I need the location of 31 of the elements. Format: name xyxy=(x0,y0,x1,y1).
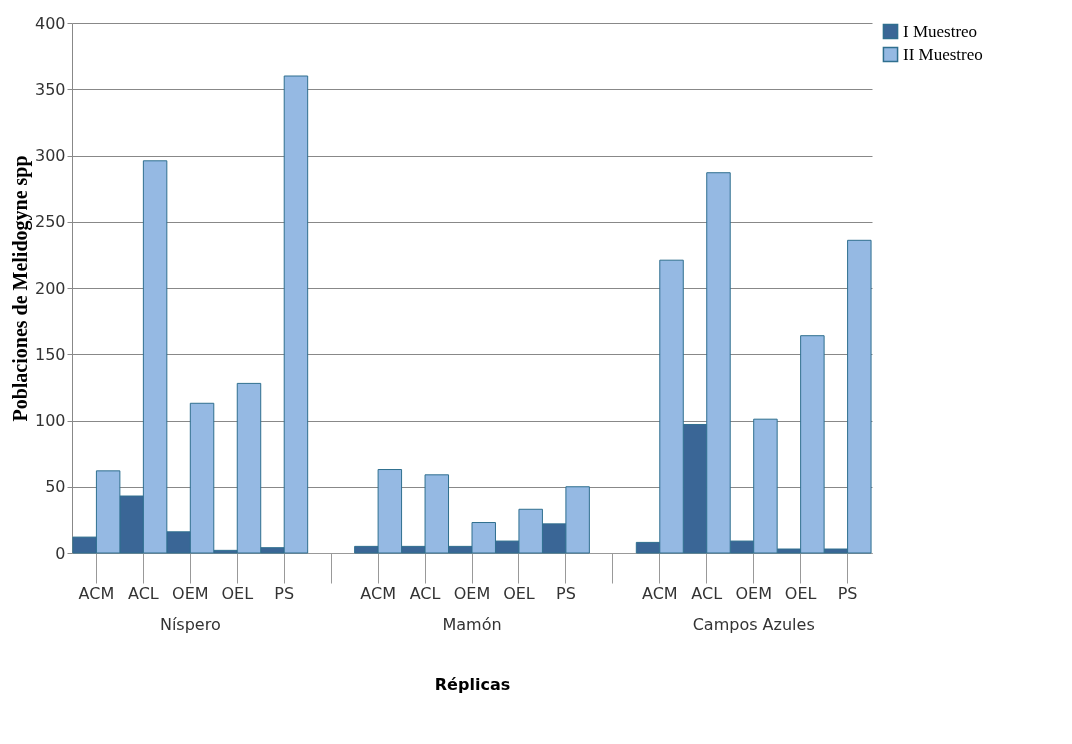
x-tick-label: ACM xyxy=(641,583,678,603)
x-tick-label: ACL xyxy=(127,583,159,603)
text: Mamón xyxy=(442,615,502,634)
y-tick-label: 200 xyxy=(34,278,66,298)
legend-label: I Muestreo xyxy=(903,21,978,41)
y-tick-label: 250 xyxy=(34,212,66,232)
x-tick-label: OEL xyxy=(784,583,817,603)
x-tick-label: ACM xyxy=(78,583,115,603)
y-tick-label: 400 xyxy=(34,13,66,33)
y-tick-label: 50 xyxy=(45,477,66,497)
x-axis-title: Réplicas xyxy=(434,674,511,694)
x-tick-label: ACL xyxy=(691,583,723,603)
legend-label: II Muestreo xyxy=(903,44,983,64)
x-tick-label: OEM xyxy=(453,583,491,603)
x-tick-label: OEL xyxy=(503,583,535,603)
x-tick-label: OEM xyxy=(735,583,772,603)
y-tick-label: 350 xyxy=(34,79,66,99)
x-tick-label: PS xyxy=(274,583,295,603)
y-tick-label: 100 xyxy=(34,411,66,430)
x-tick-label: ACL xyxy=(409,583,441,603)
x-tick-label: OEL xyxy=(221,583,254,603)
text: Campos Azules xyxy=(692,615,815,634)
y-tick-label: 300 xyxy=(34,146,66,165)
x-tick-label: ACM xyxy=(360,583,396,603)
x-tick-label: PS xyxy=(837,583,858,603)
y-tick-label: 150 xyxy=(34,344,66,364)
x-tick-label: PS xyxy=(555,583,576,603)
x-tick-label: OEM xyxy=(172,583,209,603)
text: Níspero xyxy=(159,615,221,634)
y-axis-title: Poblaciones de Melidogyne spp xyxy=(8,155,32,422)
y-tick-label: 0 xyxy=(55,543,66,563)
